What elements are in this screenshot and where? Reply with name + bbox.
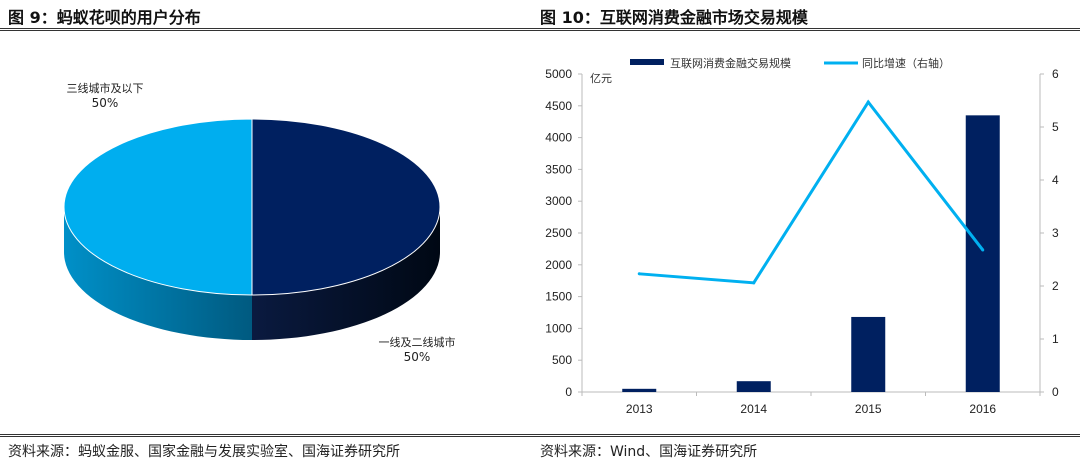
legend: 互联网消费金融交易规模 同比增速（右轴） — [630, 56, 950, 70]
top-divider — [0, 28, 1080, 31]
pie-slice-tier3 — [63, 118, 253, 296]
y-tick-label: 3500 — [545, 162, 572, 176]
y-tick-label: 5000 — [545, 67, 572, 81]
y-tick-label: 2000 — [545, 258, 572, 272]
growth-line — [639, 99, 984, 285]
y-tick-label: 4500 — [545, 99, 572, 113]
y-tick-label: 3000 — [545, 194, 572, 208]
pie-slice-tier12 — [251, 118, 441, 296]
growth-point-2016 — [981, 248, 985, 252]
pie-label-tier3: 三线城市及以下 50% — [50, 80, 160, 110]
growth-point-2014 — [752, 281, 756, 285]
y-tick-label: 2500 — [545, 226, 572, 240]
y-tick-label: 500 — [552, 353, 572, 367]
bar-2015 — [851, 316, 886, 392]
left-source: 资料来源：蚂蚁金服、国家金融与发展实验室、国海证券研究所 — [8, 444, 400, 460]
combo-chart: 互联网消费金融交易规模 同比增速（右轴） 亿元 0 500 1000 1500 2000… — [545, 56, 1059, 416]
y-tick-label: 1500 — [545, 290, 572, 304]
y2-tick-label: 3 — [1052, 226, 1059, 240]
pie-side-light — [64, 207, 252, 340]
y-tick-label: 0 — [565, 385, 572, 399]
bar-2014 — [736, 381, 771, 392]
y-tick-label: 4000 — [545, 131, 572, 145]
slice-pct: 50% — [403, 350, 431, 364]
right-source: 资料来源：Wind、国海证券研究所 — [540, 444, 758, 460]
y-tick-label: 1000 — [545, 321, 572, 335]
x-tick-label: 2015 — [855, 402, 882, 416]
pie-chart — [63, 118, 441, 340]
legend-swatch-bar — [630, 59, 664, 65]
growth-point-2015 — [866, 100, 870, 104]
y2-tick-label: 0 — [1052, 385, 1059, 399]
left-figure-title: 图 9：蚂蚁花呗的用户分布 — [8, 8, 201, 27]
y2-tick-label: 2 — [1052, 279, 1059, 293]
bar-2013 — [622, 388, 657, 392]
y2-tick-label: 5 — [1052, 120, 1059, 134]
x-tick-label: 2014 — [740, 402, 767, 416]
x-tick-label: 2013 — [626, 402, 653, 416]
y2-tick-label: 1 — [1052, 332, 1059, 346]
pie-side-dark — [252, 207, 440, 340]
bar-2016 — [965, 115, 1000, 392]
y-axis-unit: 亿元 — [590, 72, 612, 85]
slice-name: 三线城市及以下 — [66, 82, 144, 95]
legend-label-bar: 互联网消费金融交易规模 — [670, 56, 791, 70]
slice-name: 一线及二线城市 — [378, 336, 456, 349]
bottom-divider — [0, 434, 1080, 437]
slice-pct: 50% — [91, 96, 119, 110]
y2-tick-label: 4 — [1052, 173, 1059, 187]
growth-point-2013 — [637, 272, 641, 276]
legend-label-line: 同比增速（右轴） — [862, 56, 950, 70]
y2-tick-label: 6 — [1052, 67, 1059, 81]
x-tick-label: 2016 — [969, 402, 996, 416]
pie-label-tier12: 一线及二线城市 50% — [362, 334, 472, 364]
right-figure-title: 图 10：互联网消费金融市场交易规模 — [540, 8, 808, 27]
